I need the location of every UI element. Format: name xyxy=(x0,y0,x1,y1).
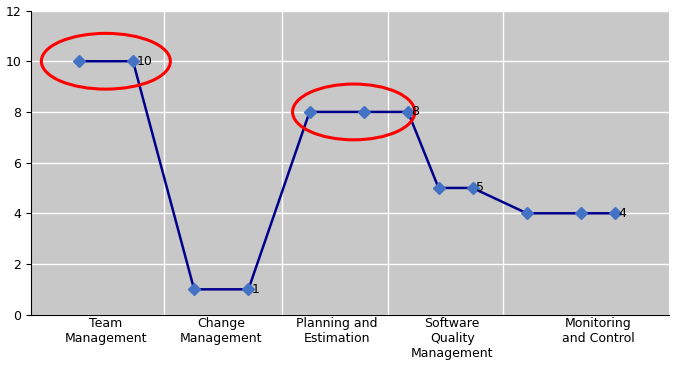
Text: 10: 10 xyxy=(136,55,153,68)
Text: 8: 8 xyxy=(411,105,419,119)
Text: 1: 1 xyxy=(252,283,260,296)
Text: 5: 5 xyxy=(476,182,484,194)
Text: 4: 4 xyxy=(618,207,626,220)
